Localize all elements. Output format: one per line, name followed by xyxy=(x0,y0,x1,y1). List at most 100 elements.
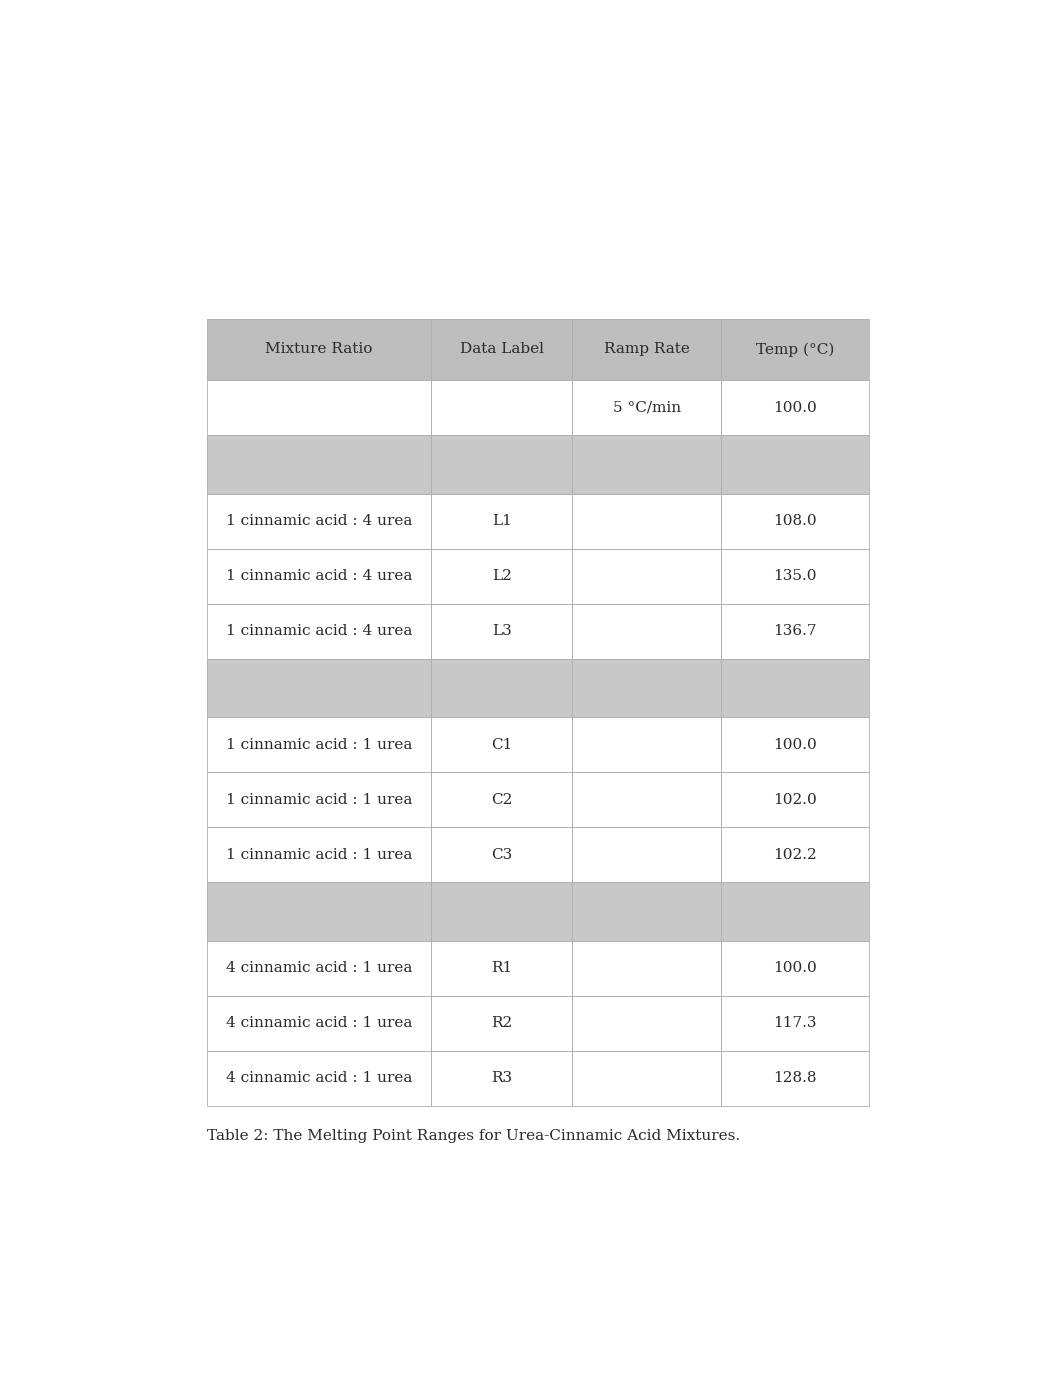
Bar xyxy=(207,772,870,827)
Bar xyxy=(207,604,870,659)
Bar xyxy=(207,772,431,827)
Text: L1: L1 xyxy=(492,515,512,528)
Bar xyxy=(431,996,572,1051)
Bar xyxy=(572,659,721,717)
Bar xyxy=(572,1051,721,1106)
Text: 100.0: 100.0 xyxy=(773,962,817,976)
Bar xyxy=(721,941,870,996)
Text: 128.8: 128.8 xyxy=(773,1072,817,1086)
Text: R3: R3 xyxy=(492,1072,513,1086)
Text: Data Label: Data Label xyxy=(460,343,544,356)
Text: C2: C2 xyxy=(492,793,513,806)
Bar xyxy=(721,435,870,494)
Text: C3: C3 xyxy=(492,848,513,861)
Bar xyxy=(431,380,572,435)
Bar xyxy=(207,604,431,659)
Bar xyxy=(207,659,431,717)
Bar xyxy=(572,717,721,772)
Bar xyxy=(431,319,572,380)
Text: L2: L2 xyxy=(492,570,512,583)
Bar xyxy=(721,659,870,717)
Bar xyxy=(431,659,572,717)
Text: 5 °C/min: 5 °C/min xyxy=(613,400,681,414)
Bar xyxy=(572,380,721,435)
Bar xyxy=(207,659,870,717)
Bar xyxy=(572,435,721,494)
Bar xyxy=(207,435,870,494)
Text: Ramp Rate: Ramp Rate xyxy=(603,343,689,356)
Bar xyxy=(207,827,870,882)
Text: L3: L3 xyxy=(492,625,512,638)
Text: 4 cinnamic acid : 1 urea: 4 cinnamic acid : 1 urea xyxy=(226,1017,412,1031)
Bar xyxy=(572,319,721,380)
Bar xyxy=(207,827,431,882)
Bar xyxy=(207,717,431,772)
Text: R1: R1 xyxy=(492,962,513,976)
Text: Temp (°C): Temp (°C) xyxy=(756,343,835,356)
Bar xyxy=(207,380,431,435)
Bar xyxy=(721,604,870,659)
Bar xyxy=(431,941,572,996)
Bar xyxy=(721,549,870,604)
Bar xyxy=(572,604,721,659)
Text: 1 cinnamic acid : 1 urea: 1 cinnamic acid : 1 urea xyxy=(226,793,412,806)
Text: 117.3: 117.3 xyxy=(773,1017,817,1031)
Bar xyxy=(431,435,572,494)
Text: 108.0: 108.0 xyxy=(773,515,817,528)
Bar xyxy=(207,941,431,996)
Bar xyxy=(572,996,721,1051)
Bar xyxy=(721,996,870,1051)
Bar xyxy=(572,494,721,549)
Text: 102.2: 102.2 xyxy=(773,848,817,861)
Text: 1 cinnamic acid : 4 urea: 1 cinnamic acid : 4 urea xyxy=(226,570,412,583)
Bar xyxy=(721,1051,870,1106)
Bar xyxy=(207,1051,870,1106)
Bar xyxy=(572,882,721,941)
Bar xyxy=(721,827,870,882)
Text: R2: R2 xyxy=(492,1017,513,1031)
Bar xyxy=(431,772,572,827)
Bar xyxy=(207,380,870,435)
Bar xyxy=(572,827,721,882)
Text: 136.7: 136.7 xyxy=(773,625,817,638)
Bar xyxy=(431,1051,572,1106)
Bar xyxy=(721,494,870,549)
Text: Mixture Ratio: Mixture Ratio xyxy=(266,343,373,356)
Bar xyxy=(572,549,721,604)
Text: C1: C1 xyxy=(492,738,513,751)
Bar xyxy=(207,435,431,494)
Bar xyxy=(207,319,870,380)
Text: 4 cinnamic acid : 1 urea: 4 cinnamic acid : 1 urea xyxy=(226,1072,412,1086)
Bar xyxy=(207,882,431,941)
Text: 100.0: 100.0 xyxy=(773,400,817,414)
Text: 1 cinnamic acid : 4 urea: 1 cinnamic acid : 4 urea xyxy=(226,515,412,528)
Text: 1 cinnamic acid : 1 urea: 1 cinnamic acid : 1 urea xyxy=(226,738,412,751)
Bar xyxy=(721,717,870,772)
Bar xyxy=(207,996,870,1051)
Text: 4 cinnamic acid : 1 urea: 4 cinnamic acid : 1 urea xyxy=(226,962,412,976)
Bar xyxy=(207,941,870,996)
Text: 102.0: 102.0 xyxy=(773,793,817,806)
Bar xyxy=(431,604,572,659)
Bar xyxy=(207,549,431,604)
Text: 1 cinnamic acid : 1 urea: 1 cinnamic acid : 1 urea xyxy=(226,848,412,861)
Bar xyxy=(431,717,572,772)
Bar xyxy=(431,494,572,549)
Bar xyxy=(572,772,721,827)
Bar xyxy=(721,319,870,380)
Text: 1 cinnamic acid : 4 urea: 1 cinnamic acid : 4 urea xyxy=(226,625,412,638)
Bar xyxy=(207,549,870,604)
Bar xyxy=(431,549,572,604)
Text: 135.0: 135.0 xyxy=(773,570,817,583)
Bar xyxy=(721,772,870,827)
Bar xyxy=(207,882,870,941)
Bar xyxy=(207,319,431,380)
Bar xyxy=(431,827,572,882)
Bar xyxy=(207,494,431,549)
Bar xyxy=(721,380,870,435)
Bar xyxy=(207,1051,431,1106)
Bar xyxy=(207,494,870,549)
Text: Table 2: The Melting Point Ranges for Urea-Cinnamic Acid Mixtures.: Table 2: The Melting Point Ranges for Ur… xyxy=(207,1130,740,1143)
Bar xyxy=(572,941,721,996)
Bar xyxy=(207,996,431,1051)
